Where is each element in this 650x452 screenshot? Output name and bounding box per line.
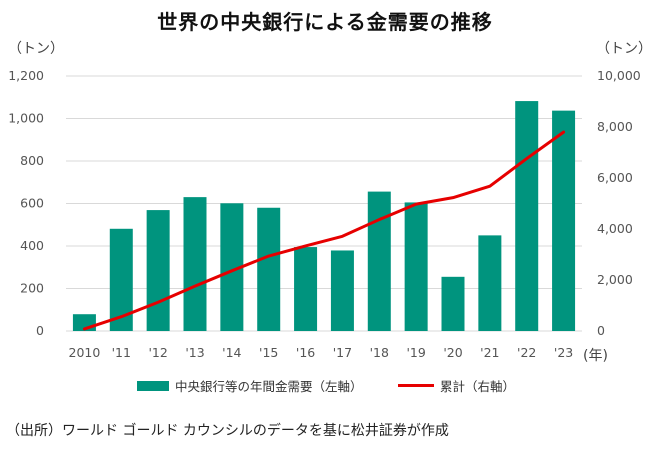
x-tick-label: '23 [554, 345, 573, 360]
y-left-tick-label: 600 [20, 196, 44, 211]
x-tick-label: 2010 [69, 345, 101, 360]
legend-swatch-bars [137, 380, 169, 391]
bar [257, 207, 281, 331]
y-right-tick-label: 6,000 [597, 170, 633, 185]
bar [515, 101, 539, 331]
legend-label-line: 累計（右軸） [440, 379, 516, 394]
y-left-tick-label: 1,000 [8, 111, 44, 126]
x-tick-label: '13 [185, 345, 204, 360]
bar [552, 110, 576, 331]
bar [146, 210, 170, 331]
bar [109, 228, 133, 331]
x-tick-label: '18 [370, 345, 389, 360]
bar [330, 250, 354, 331]
bar [294, 247, 318, 331]
x-tick-label: '20 [443, 345, 462, 360]
source-note: （出所）ワールド ゴールド カウンシルのデータを基に松井証券が作成 [6, 423, 449, 439]
x-tick-label: '15 [259, 345, 278, 360]
y-left-tick-label: 200 [20, 281, 44, 296]
bar [220, 203, 244, 331]
legend-swatch-line [398, 384, 434, 387]
chart-title: 世界の中央銀行による金需要の推移 [157, 10, 493, 34]
x-tick-label: '16 [296, 345, 315, 360]
legend-label-bars: 中央銀行等の年間金需要（左軸） [175, 379, 363, 394]
bar [404, 202, 428, 331]
y-left-tick-label: 0 [36, 323, 44, 338]
right-axis-unit: （トン） [596, 41, 650, 57]
legend-item-bars: 中央銀行等の年間金需要（左軸） [137, 376, 363, 395]
y-right-tick-label: 8,000 [597, 119, 633, 134]
y-left-tick-label: 800 [20, 153, 44, 168]
legend-item-line: 累計（右軸） [398, 376, 515, 395]
y-left-tick-label: 1,200 [8, 68, 44, 83]
bar [478, 235, 502, 331]
x-tick-label: '17 [333, 345, 352, 360]
bar [183, 197, 207, 331]
legend: 中央銀行等の年間金需要（左軸） 累計（右軸） [0, 376, 650, 396]
x-tick-label: '22 [517, 345, 536, 360]
left-axis-unit: （トン） [8, 41, 64, 57]
y-right-tick-label: 2,000 [597, 272, 633, 287]
x-tick-label: '19 [406, 345, 425, 360]
bar [441, 276, 465, 331]
y-right-tick-label: 0 [597, 323, 605, 338]
series-line-cumulative [82, 130, 566, 331]
x-tick-label: '12 [148, 345, 167, 360]
x-tick-label: '11 [112, 345, 131, 360]
x-axis-unit: (年) [583, 348, 608, 364]
bar [367, 191, 391, 331]
y-right-tick-label: 4,000 [597, 221, 633, 236]
x-tick-label: '14 [222, 345, 241, 360]
y-right-tick-label: 10,000 [597, 68, 641, 83]
x-tick-label: '21 [480, 345, 499, 360]
y-left-tick-label: 400 [20, 238, 44, 253]
